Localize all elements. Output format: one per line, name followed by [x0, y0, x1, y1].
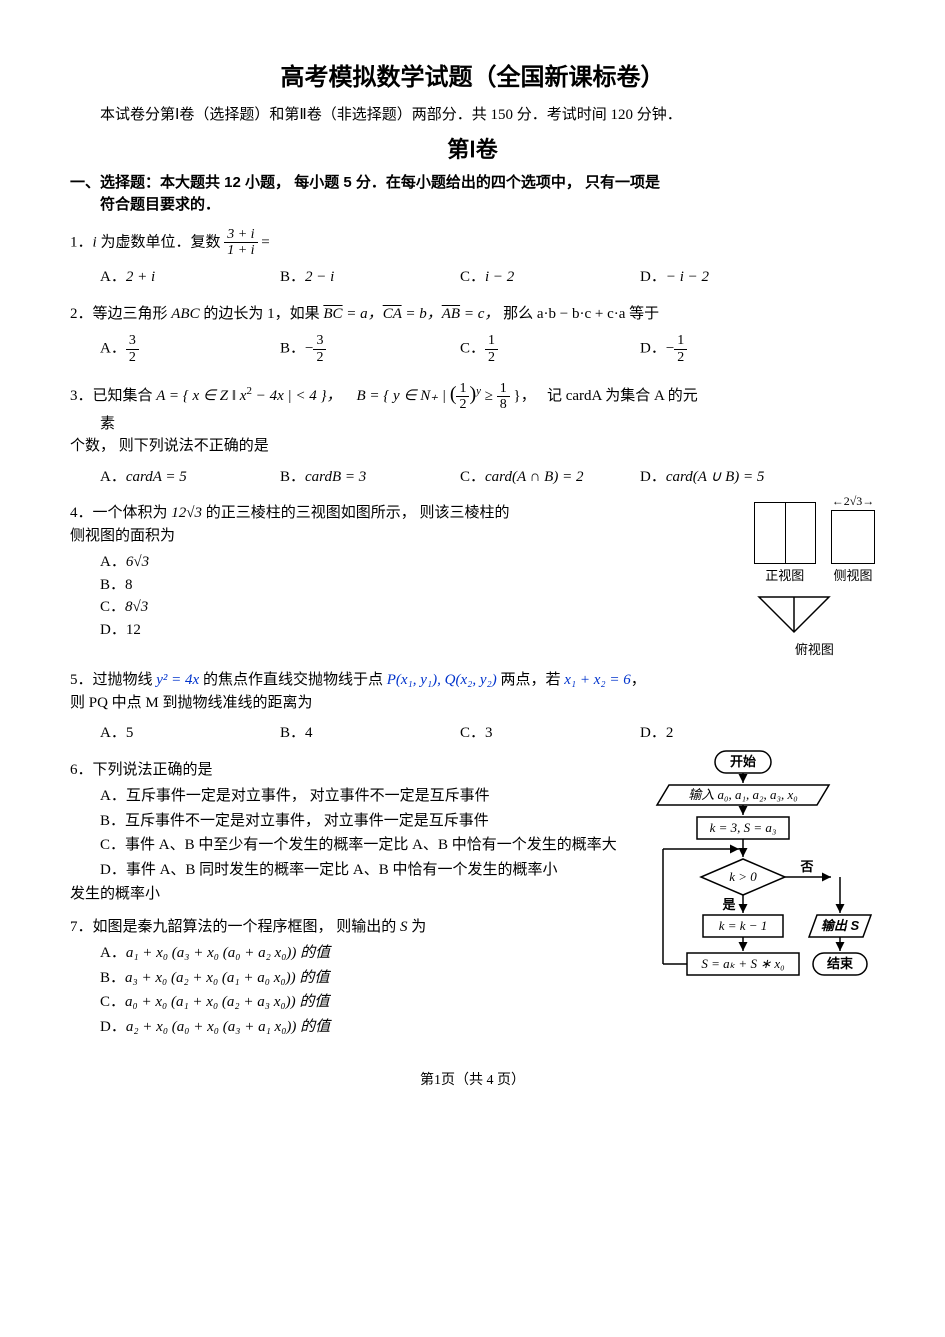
svg-text:输出 S: 输出 S [821, 918, 860, 933]
question-3-options: A．cardA = 5 B．cardB = 3 C．card(A ∩ B) = … [100, 462, 875, 493]
q4-opt-d: D．12 [100, 619, 744, 642]
q6-opt-b: B．互斥事件不一定是对立事件， 对立事件一定是互斥事件 [100, 810, 635, 833]
question-5-options: A．5 B．4 C．3 D．2 [100, 718, 875, 749]
q2-opt-b: B．−32 [280, 333, 460, 365]
q5-opt-a: A．5 [100, 722, 280, 745]
front-view-box [754, 502, 816, 564]
question-1-options: A．2 + i B．2 − i C．i − 2 D．− i − 2 [100, 262, 875, 293]
svg-text:k = 3, S = a₃: k = 3, S = a₃ [710, 820, 777, 835]
question-7: 7．如图是秦九韶算法的一个程序框图， 则输出的 S 为 [70, 916, 635, 939]
q7-opt-b: B．a₃ + x₀ (a₂ + x₀ (a₁ + a₀ x₀)) 的值 [100, 967, 635, 990]
svg-text:输入 a₀, a₁, a₂, a₃, x₀: 输入 a₀, a₁, a₂, a₃, x₀ [688, 787, 798, 802]
section-1-instruction: 一、选择题：本大题共 12 小题， 每小题 5 分．在每小题给出的四个选项中， … [70, 172, 875, 217]
q4-opt-a: A．6√3 [100, 551, 744, 574]
page-footer: 第1页（共 4 页） [70, 1070, 875, 1091]
flowchart-figure: 开始 输入 a₀, a₁, a₂, a₃, x₀ k = 3, S = a₃ k… [645, 749, 875, 1039]
q6-opt-c: C．事件 A、B 中至少有一个发生的概率一定比 A、B 中恰有一个发生的概率大 [100, 834, 635, 857]
svg-text:开始: 开始 [730, 754, 756, 769]
question-6: 6．下列说法正确的是 [70, 759, 635, 782]
q2-opt-c: C．12 [460, 333, 640, 365]
q5-opt-b: B．4 [280, 722, 460, 745]
q3-opt-b: B．cardB = 3 [280, 466, 460, 489]
question-4: 4．一个体积为 12√3 的正三棱柱的三视图如图所示， 则该三棱柱的 侧视图的面… [70, 502, 744, 547]
q2-opt-d: D．−12 [640, 333, 820, 365]
side-view-box [831, 510, 875, 564]
svg-text:k > 0: k > 0 [729, 869, 757, 884]
question-3: 3．已知集合 A = { x ∈ Z ‖ x2 − 4x | < 4 }， B … [70, 379, 875, 457]
svg-text:结束: 结束 [827, 956, 854, 971]
svg-text:S = aₖ + S ∗ x₀: S = aₖ + S ∗ x₀ [701, 956, 784, 971]
svg-text:否: 否 [799, 859, 813, 874]
q1-opt-b: B．2 − i [280, 266, 460, 289]
q1-opt-d: D．− i − 2 [640, 266, 820, 289]
q3-opt-d: D．card(A ∪ B) = 5 [640, 466, 820, 489]
q7-opt-d: D．a₂ + x₀ (a₀ + x₀ (a₃ + a₁ x₀)) 的值 [100, 1016, 635, 1039]
question-5: 5．过抛物线 y² = 4x 的焦点作直线交抛物线于点 P(x₁, y₁), Q… [70, 669, 875, 714]
q1-opt-c: C．i − 2 [460, 266, 640, 289]
question-1: 1．i 为虚数单位．复数 3 + i1 + i = [70, 227, 875, 259]
q3-opt-a: A．cardA = 5 [100, 466, 280, 489]
page-title: 高考模拟数学试题（全国新课标卷） [70, 60, 875, 96]
q4-opt-b: B．8 [100, 574, 744, 597]
question-6-options: A．互斥事件一定是对立事件， 对立事件不一定是互斥事件 B．互斥事件不一定是对立… [100, 785, 635, 881]
top-view-triangle [754, 592, 834, 638]
question-4-options: A．6√3 B．8 C．8√3 D．12 [100, 551, 744, 641]
q1-opt-a: A．2 + i [100, 266, 280, 289]
q7-opt-a: A．a₁ + x₀ (a₃ + x₀ (a₀ + a₂ x₀)) 的值 [100, 942, 635, 965]
question-7-options: A．a₁ + x₀ (a₃ + x₀ (a₀ + a₂ x₀)) 的值 B．a₃… [100, 942, 635, 1038]
q7-opt-c: C．a₀ + x₀ (a₁ + x₀ (a₂ + a₃ x₀)) 的值 [100, 991, 635, 1014]
q3-opt-c: C．card(A ∩ B) = 2 [460, 466, 640, 489]
section-1-header: 第Ⅰ卷 [70, 133, 875, 166]
svg-text:是: 是 [721, 897, 736, 912]
q5-opt-c: C．3 [460, 722, 640, 745]
question-2-options: A．32 B．−32 C．12 D．−12 [100, 329, 875, 369]
q4-opt-c: C．8√3 [100, 596, 744, 619]
q6-opt-a: A．互斥事件一定是对立事件， 对立事件不一定是互斥事件 [100, 785, 635, 808]
q2-opt-a: A．32 [100, 333, 280, 365]
three-views-figure: 正视图 ←2√3→ 侧视图 俯视图 [754, 492, 875, 659]
q6-tail: 发生的概率小 [70, 883, 635, 906]
intro-text: 本试卷分第Ⅰ卷（选择题）和第Ⅱ卷（非选择题）两部分．共 150 分．考试时间 1… [70, 104, 875, 127]
q6-opt-d: D．事件 A、B 同时发生的概率一定比 A、B 中恰有一个发生的概率小 [100, 859, 635, 882]
svg-text:k = k − 1: k = k − 1 [719, 918, 768, 933]
question-2: 2．等边三角形 ABC 的边长为 1，如果 BC = a，CA = b，AB =… [70, 303, 875, 326]
q5-opt-d: D．2 [640, 722, 820, 745]
